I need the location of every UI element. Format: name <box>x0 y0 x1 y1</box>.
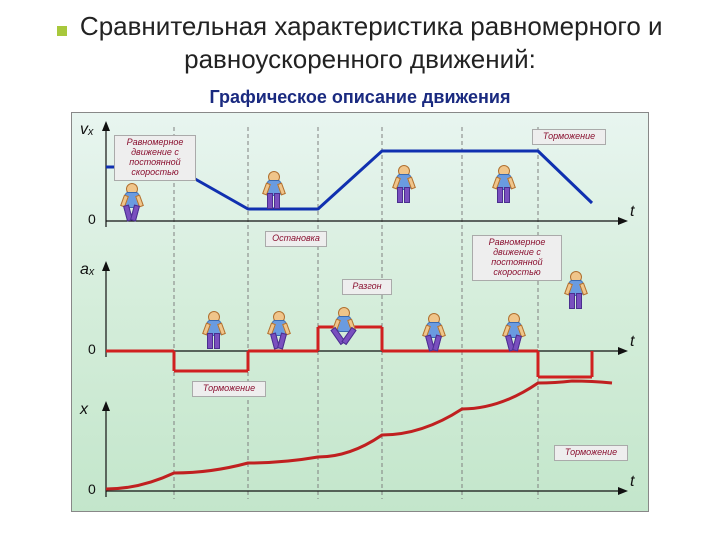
person-figure-2 <box>392 165 414 201</box>
t-label-1: t <box>630 333 634 351</box>
annotation-label-1: Остановка <box>265 231 327 247</box>
person-figure-1 <box>262 171 284 207</box>
person-figure-0 <box>120 183 142 219</box>
person-figure-9 <box>564 271 586 307</box>
person-figure-6 <box>332 307 354 343</box>
annotation-label-5: Торможение <box>192 381 266 397</box>
chart-area: vₓ aₓ x 0 0 0 t t t Равномерное движение с постоя… <box>71 112 649 512</box>
t-label-2: t <box>630 473 634 491</box>
person-figure-3 <box>492 165 514 201</box>
origin-1: 0 <box>88 211 96 227</box>
annotation-label-4: Разгон <box>342 279 392 295</box>
annotation-label-6: Торможение <box>554 445 628 461</box>
annotation-label-2: Торможение <box>532 129 606 145</box>
main-title: Сравнительная характеристика равномерног… <box>80 11 663 74</box>
title-block: Сравнительная характеристика равномерног… <box>0 0 720 79</box>
title-bullet <box>57 26 67 36</box>
origin-3: 0 <box>88 481 96 497</box>
axis-vx-label: vₓ <box>80 121 94 139</box>
annotation-label-0: Равномерное движение с постоянной скорос… <box>114 135 196 181</box>
subtitle: Графическое описание движения <box>0 87 720 108</box>
person-figure-7 <box>422 313 444 349</box>
person-figure-8 <box>502 313 524 349</box>
t-label-0: t <box>630 203 634 221</box>
axis-ax-label: aₓ <box>80 261 95 279</box>
annotation-label-3: Равномерное движение с постоянной скорос… <box>472 235 562 281</box>
person-figure-5 <box>267 311 289 347</box>
person-figure-4 <box>202 311 224 347</box>
origin-2: 0 <box>88 341 96 357</box>
axis-x-label: x <box>80 401 88 419</box>
